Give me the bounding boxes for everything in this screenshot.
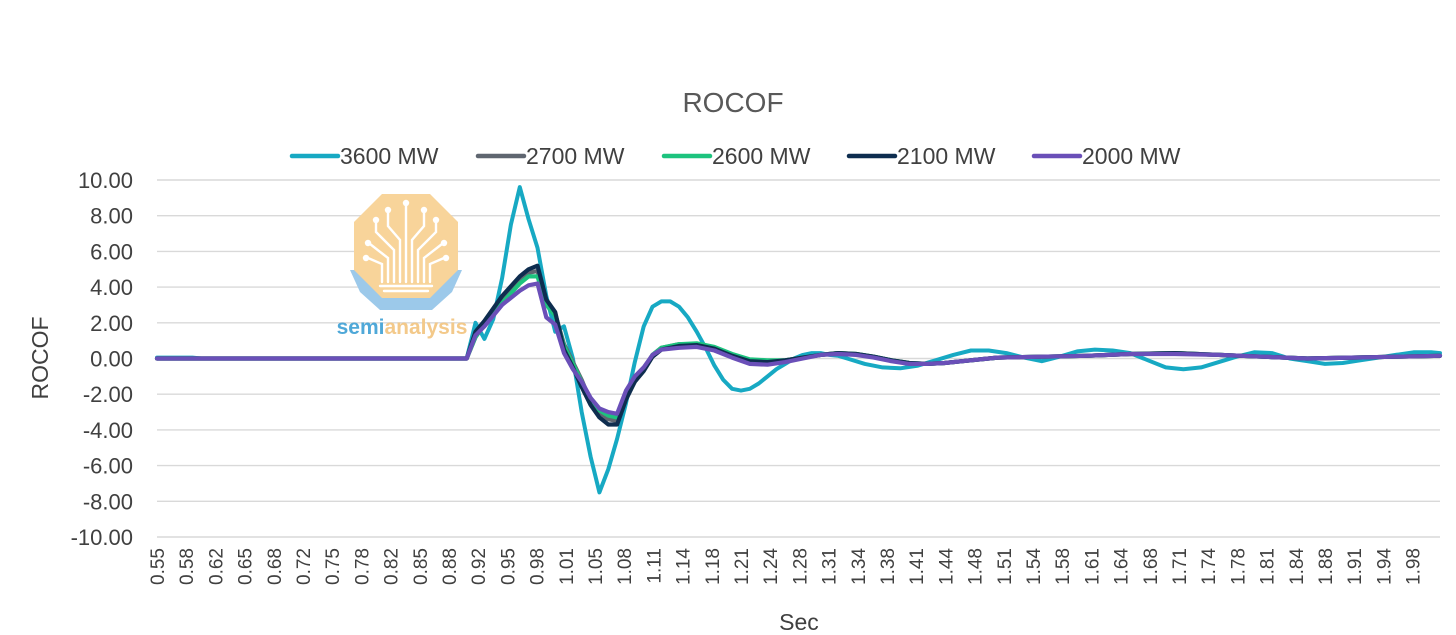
x-tick-label: 0.55 — [148, 548, 169, 585]
x-tick-label: 1.24 — [761, 548, 782, 585]
x-axis-ticks: 0.55 0.58 0.62 0.65 0.68 0.72 0.75 0.78 0.82 0.85… — [148, 548, 1425, 585]
series-line-3600-mw — [155, 185, 1442, 495]
y-tick-label: -10.00 — [71, 525, 133, 550]
legend-label-2700-mw: 2700 MW — [526, 143, 625, 169]
x-axis-label: Sec — [779, 609, 819, 635]
y-axis-label: ROCOF — [27, 316, 53, 399]
legend-label-2000-mw: 2000 MW — [1082, 143, 1181, 169]
x-tick-label: 0.78 — [352, 548, 373, 585]
x-tick-label: 1.54 — [1024, 548, 1045, 585]
y-tick-label: 10.00 — [78, 168, 133, 193]
series-line-2600-mw — [154, 274, 1443, 420]
y-tick-label: -2.00 — [83, 382, 133, 407]
watermark-logo: semianalysis — [337, 194, 468, 339]
x-tick-label: 1.48 — [966, 548, 987, 585]
x-tick-label: 0.68 — [265, 548, 286, 585]
x-tick-label: 1.88 — [1316, 548, 1337, 585]
x-tick-label: 1.14 — [674, 548, 695, 585]
x-tick-label: 1.44 — [936, 548, 957, 585]
y-tick-label: -6.00 — [83, 454, 133, 479]
series-line-2700-mw — [154, 268, 1443, 424]
y-tick-label: 8.00 — [90, 204, 133, 229]
x-tick-label: 0.62 — [206, 548, 227, 585]
x-tick-label: 1.28 — [790, 548, 811, 585]
x-tick-label: 0.92 — [469, 548, 490, 585]
x-tick-label: 1.64 — [1112, 548, 1133, 585]
legend-label-3600-mw: 3600 MW — [340, 143, 439, 169]
circuit-nodes-icon — [362, 199, 450, 262]
x-tick-label: 1.34 — [849, 548, 870, 585]
x-tick-label: 1.08 — [615, 548, 636, 585]
watermark-text-analysis: analysis — [384, 316, 467, 339]
watermark-text: semianalysis — [337, 316, 468, 339]
series-lines — [154, 185, 1443, 495]
x-tick-label: 1.71 — [1170, 548, 1191, 585]
x-tick-label: 1.38 — [878, 548, 899, 585]
x-tick-label: 0.82 — [382, 548, 403, 585]
x-tick-label: 0.88 — [440, 548, 461, 585]
legend: 3600 MW 2700 MW 2600 MW 2100 MW 2000 MW — [289, 143, 1181, 169]
x-tick-label: 1.61 — [1082, 548, 1103, 585]
x-tick-label: 0.72 — [294, 548, 315, 585]
x-tick-label: 1.18 — [703, 548, 724, 585]
x-tick-label: 0.85 — [411, 548, 432, 585]
series-line-2100-mw — [154, 263, 1443, 427]
y-tick-label: -4.00 — [83, 418, 133, 443]
x-tick-label: 1.91 — [1345, 548, 1366, 585]
x-tick-label: 1.81 — [1258, 548, 1279, 585]
x-tick-label: 1.84 — [1287, 548, 1308, 585]
x-tick-label: 1.94 — [1374, 548, 1395, 585]
y-tick-label: 0.00 — [90, 347, 133, 372]
x-tick-label: 1.78 — [1228, 548, 1249, 585]
x-tick-label: 0.98 — [528, 548, 549, 585]
legend-label-2600-mw: 2600 MW — [712, 143, 811, 169]
chart-title: ROCOF — [682, 87, 783, 118]
x-tick-label: 0.95 — [498, 548, 519, 585]
x-tick-label: 1.11 — [644, 548, 665, 584]
x-tick-label: 0.75 — [323, 548, 344, 585]
x-tick-label: 1.31 — [820, 548, 841, 585]
x-tick-label: 1.98 — [1404, 548, 1425, 585]
x-tick-label: 1.74 — [1199, 548, 1220, 585]
x-tick-label: 1.51 — [995, 548, 1016, 585]
x-tick-label: 1.68 — [1141, 548, 1162, 585]
x-tick-label: 1.41 — [907, 548, 928, 585]
y-tick-label: 6.00 — [90, 239, 133, 264]
y-axis-ticks: 10.00 8.00 6.00 4.00 2.00 0.00 -2.00 -4.00 -6.00… — [71, 168, 133, 550]
legend-label-2100-mw: 2100 MW — [897, 143, 996, 169]
x-tick-label: 1.05 — [586, 548, 607, 585]
x-tick-label: 1.58 — [1053, 548, 1074, 585]
x-tick-label: 1.01 — [557, 548, 578, 585]
y-tick-label: -8.00 — [83, 489, 133, 514]
watermark-text-semi: semi — [337, 316, 385, 339]
y-tick-label: 2.00 — [90, 311, 133, 336]
series-line-2000-mw — [154, 281, 1443, 416]
y-tick-label: 4.00 — [90, 275, 133, 300]
x-tick-label: 0.58 — [177, 548, 198, 585]
circuit-tree-icon — [366, 203, 446, 293]
x-tick-label: 0.65 — [236, 548, 257, 585]
x-tick-label: 1.21 — [732, 548, 753, 585]
